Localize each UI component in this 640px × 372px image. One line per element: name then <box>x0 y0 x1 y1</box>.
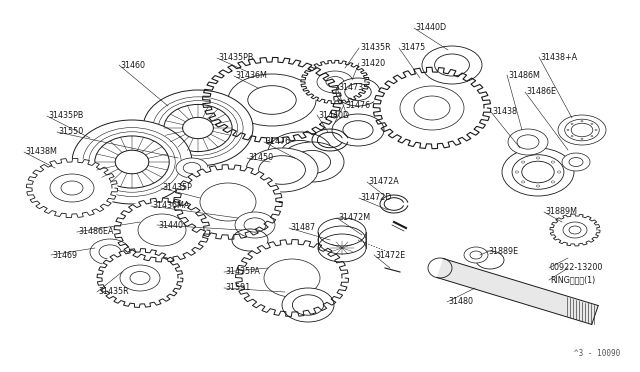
Ellipse shape <box>336 78 380 106</box>
Ellipse shape <box>562 153 590 171</box>
Text: 31435R: 31435R <box>98 288 129 296</box>
Text: RINGリング(1): RINGリング(1) <box>550 276 595 285</box>
Ellipse shape <box>464 247 488 263</box>
Text: ^3 - 10090: ^3 - 10090 <box>573 349 620 358</box>
Ellipse shape <box>236 240 349 317</box>
Ellipse shape <box>268 132 332 172</box>
Ellipse shape <box>90 239 130 265</box>
Ellipse shape <box>235 212 275 238</box>
Text: 31435PB: 31435PB <box>48 112 83 121</box>
Ellipse shape <box>72 120 192 204</box>
Ellipse shape <box>563 222 587 238</box>
Ellipse shape <box>97 248 183 307</box>
Ellipse shape <box>280 142 344 182</box>
Text: 31480: 31480 <box>448 298 473 307</box>
Text: 31472E: 31472E <box>375 250 405 260</box>
Ellipse shape <box>282 288 334 322</box>
Text: 31889M: 31889M <box>545 208 577 217</box>
Text: 31486E: 31486E <box>526 87 556 96</box>
Text: 31469: 31469 <box>52 250 77 260</box>
Text: 31435PB: 31435PB <box>218 54 253 62</box>
Text: 31472D: 31472D <box>360 193 392 202</box>
Ellipse shape <box>174 165 282 239</box>
Ellipse shape <box>50 174 94 202</box>
Text: 31435P: 31435P <box>162 183 192 192</box>
Ellipse shape <box>114 198 210 262</box>
Text: 31450: 31450 <box>248 154 273 163</box>
Text: 31889E: 31889E <box>488 247 518 257</box>
Ellipse shape <box>202 57 342 142</box>
Text: 31440: 31440 <box>158 221 183 230</box>
Text: 31436MA: 31436MA <box>152 202 189 211</box>
Ellipse shape <box>558 115 606 145</box>
Text: 31438: 31438 <box>492 108 517 116</box>
Text: 31440D: 31440D <box>318 110 349 119</box>
Text: 31472A: 31472A <box>368 177 399 186</box>
Ellipse shape <box>228 74 316 126</box>
Ellipse shape <box>120 265 160 291</box>
Text: 31487: 31487 <box>290 224 315 232</box>
Ellipse shape <box>143 90 253 166</box>
Text: 31438+A: 31438+A <box>540 52 577 61</box>
Text: 31475: 31475 <box>400 44 425 52</box>
Text: 31440D: 31440D <box>415 23 446 32</box>
Text: 00922-13200: 00922-13200 <box>550 263 604 273</box>
Text: 31472M: 31472M <box>338 214 370 222</box>
Ellipse shape <box>502 148 574 196</box>
Text: 31486M: 31486M <box>508 71 540 80</box>
Ellipse shape <box>26 158 118 218</box>
Ellipse shape <box>246 148 318 192</box>
Text: 31591: 31591 <box>225 283 250 292</box>
Ellipse shape <box>332 114 384 146</box>
Ellipse shape <box>550 214 600 246</box>
Text: 31436M: 31436M <box>235 71 267 80</box>
Text: 31420: 31420 <box>360 58 385 67</box>
Ellipse shape <box>301 60 369 104</box>
Text: 31486EA: 31486EA <box>78 228 113 237</box>
Ellipse shape <box>373 67 491 149</box>
Text: 31476: 31476 <box>265 138 290 147</box>
Ellipse shape <box>422 46 482 84</box>
Text: 31438M: 31438M <box>25 148 57 157</box>
Text: 31476: 31476 <box>345 100 370 109</box>
Text: 31435R: 31435R <box>360 44 390 52</box>
Ellipse shape <box>508 129 548 155</box>
Text: 31550: 31550 <box>58 128 83 137</box>
Text: 31435PA: 31435PA <box>225 267 260 276</box>
Text: 31460: 31460 <box>120 61 145 70</box>
Text: 31473: 31473 <box>338 83 363 93</box>
Ellipse shape <box>176 158 208 178</box>
Ellipse shape <box>317 71 353 93</box>
Polygon shape <box>436 259 598 324</box>
